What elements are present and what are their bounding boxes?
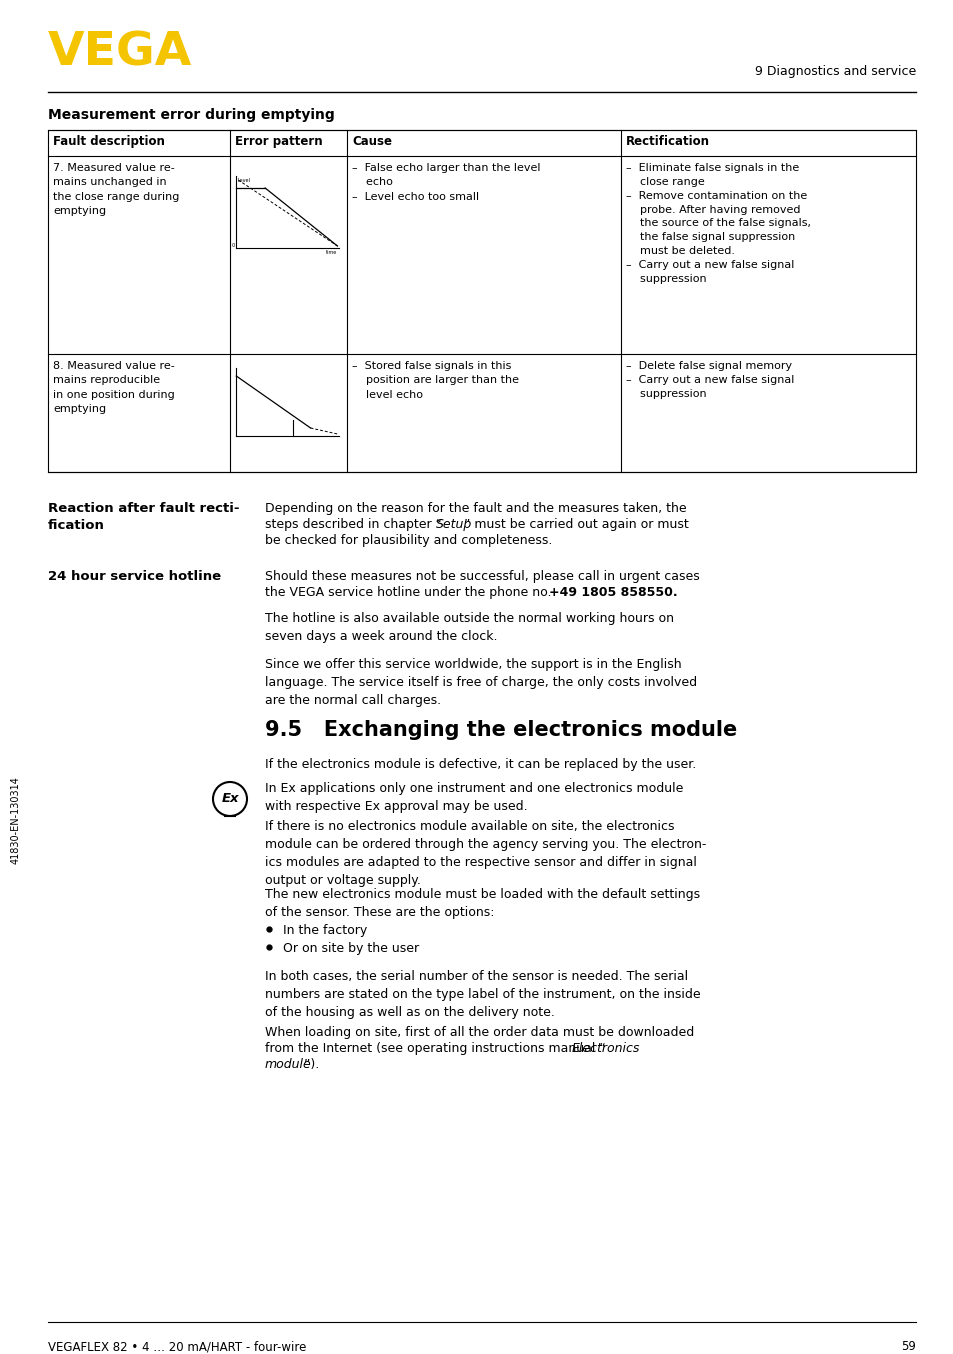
Text: steps described in chapter “: steps described in chapter “ — [265, 519, 441, 531]
Text: be checked for plausibility and completeness.: be checked for plausibility and complete… — [265, 533, 552, 547]
Text: 7. Measured value re-
mains unchanged in
the close range during
emptying: 7. Measured value re- mains unchanged in… — [53, 162, 179, 217]
Text: 24 hour service hotline: 24 hour service hotline — [48, 570, 221, 584]
Bar — [48, 130, 915, 473]
Text: ” must be carried out again or must: ” must be carried out again or must — [463, 519, 688, 531]
Text: Rectification: Rectification — [625, 135, 709, 148]
Text: ”).: ”). — [304, 1057, 319, 1071]
Text: 9 Diagnostics and service: 9 Diagnostics and service — [754, 65, 915, 79]
Text: If there is no electronics module available on site, the electronics
module can : If there is no electronics module availa… — [265, 821, 705, 887]
Text: In Ex applications only one instrument and one electronics module
with respectiv: In Ex applications only one instrument a… — [265, 783, 682, 812]
Text: Electronics: Electronics — [572, 1043, 639, 1055]
Text: Ex: Ex — [221, 792, 238, 806]
Text: Fault description: Fault description — [53, 135, 165, 148]
Text: 59: 59 — [901, 1340, 915, 1353]
Text: When loading on site, first of all the order data must be downloaded: When loading on site, first of all the o… — [265, 1026, 694, 1039]
Text: VEGAFLEX 82 • 4 … 20 mA/HART - four-wire: VEGAFLEX 82 • 4 … 20 mA/HART - four-wire — [48, 1340, 306, 1353]
Text: Setup: Setup — [436, 519, 472, 531]
Text: –  False echo larger than the level
    echo
–  Level echo too small: – False echo larger than the level echo … — [352, 162, 540, 202]
Text: from the Internet (see operating instructions manual “: from the Internet (see operating instruc… — [265, 1043, 605, 1055]
Text: Measurement error during emptying: Measurement error during emptying — [48, 108, 335, 122]
Text: Level: Level — [237, 177, 250, 183]
Text: –  Eliminate false signals in the
    close range
–  Remove contamination on the: – Eliminate false signals in the close r… — [625, 162, 810, 284]
Text: 0: 0 — [231, 242, 234, 248]
Text: Error pattern: Error pattern — [235, 135, 322, 148]
Text: Should these measures not be successful, please call in urgent cases: Should these measures not be successful,… — [265, 570, 699, 584]
Text: +49 1805 858550.: +49 1805 858550. — [548, 586, 677, 598]
Text: The hotline is also available outside the normal working hours on
seven days a w: The hotline is also available outside th… — [265, 612, 673, 643]
Text: Since we offer this service worldwide, the support is in the English
language. T: Since we offer this service worldwide, t… — [265, 658, 697, 707]
Text: Cause: Cause — [352, 135, 392, 148]
Text: 9.5   Exchanging the electronics module: 9.5 Exchanging the electronics module — [265, 720, 737, 741]
Text: 8. Measured value re-
mains reproducible
in one position during
emptying: 8. Measured value re- mains reproducible… — [53, 362, 174, 414]
Text: Reaction after fault recti-
fication: Reaction after fault recti- fication — [48, 502, 239, 532]
Text: time: time — [325, 250, 336, 255]
Text: If the electronics module is defective, it can be replaced by the user.: If the electronics module is defective, … — [265, 758, 696, 770]
Text: the VEGA service hotline under the phone no.: the VEGA service hotline under the phone… — [265, 586, 555, 598]
Text: –  Delete false signal memory
–  Carry out a new false signal
    suppression: – Delete false signal memory – Carry out… — [625, 362, 794, 398]
Text: The new electronics module must be loaded with the default settings
of the senso: The new electronics module must be loade… — [265, 888, 700, 919]
Text: –  Stored false signals in this
    position are larger than the
    level echo: – Stored false signals in this position … — [352, 362, 519, 399]
Text: In the factory: In the factory — [283, 923, 367, 937]
Text: 41830-EN-130314: 41830-EN-130314 — [11, 776, 21, 864]
Text: VEGA: VEGA — [48, 30, 193, 74]
Text: Depending on the reason for the fault and the measures taken, the: Depending on the reason for the fault an… — [265, 502, 686, 515]
Text: Or on site by the user: Or on site by the user — [283, 942, 418, 955]
Text: In both cases, the serial number of the sensor is needed. The serial
numbers are: In both cases, the serial number of the … — [265, 969, 700, 1020]
Text: module: module — [265, 1057, 312, 1071]
